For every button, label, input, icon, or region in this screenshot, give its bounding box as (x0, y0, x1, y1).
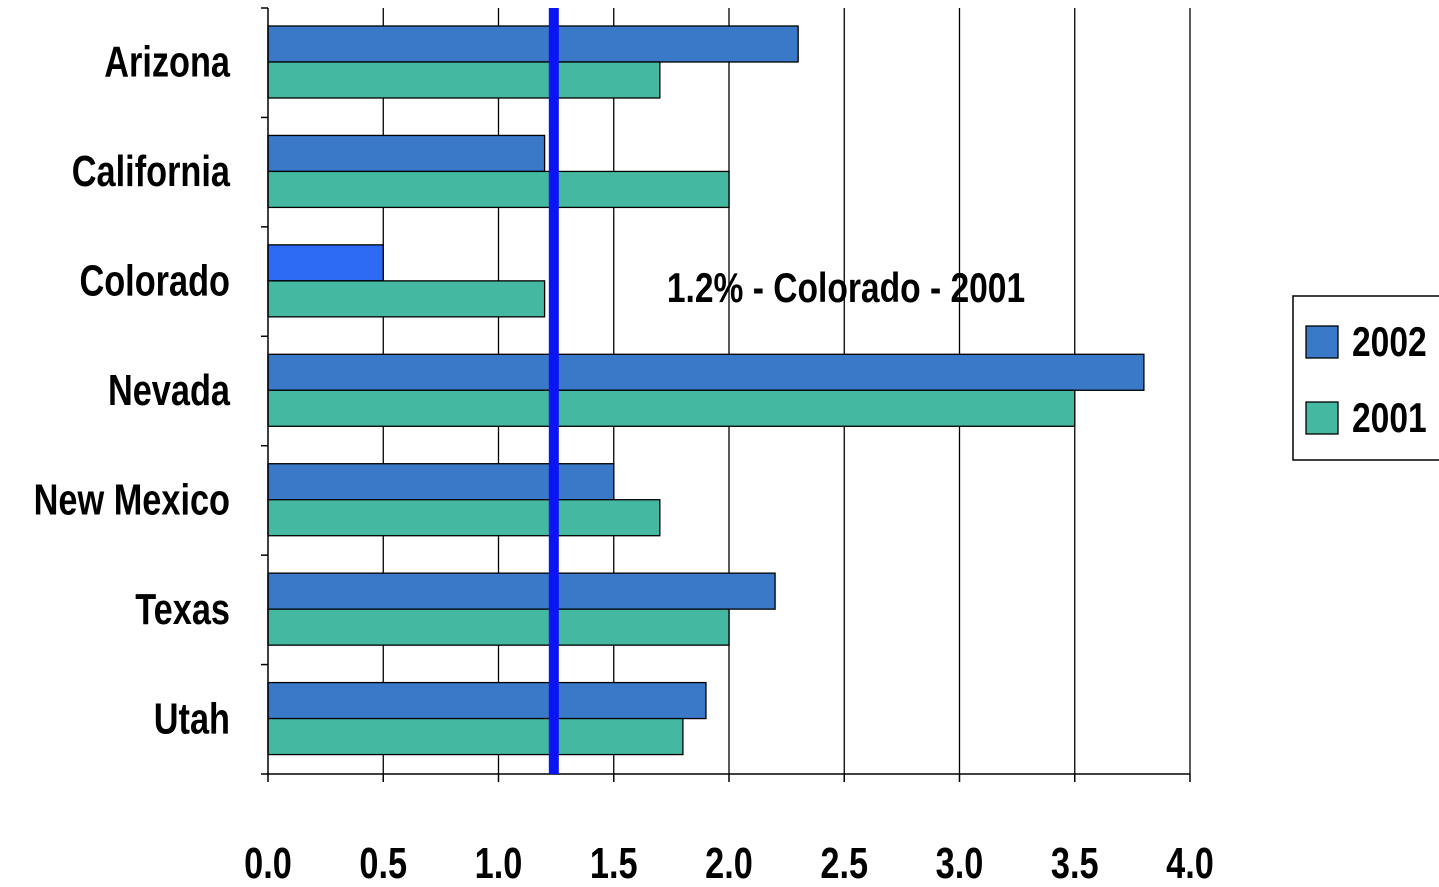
legend-label-2002: 2002 (1352, 320, 1427, 366)
axes (261, 7, 1191, 782)
category-label: Texas (135, 585, 230, 634)
bar-nevada-2001 (267, 389, 1076, 427)
bar-utah-2002 (267, 681, 707, 720)
legend-swatch-2001 (1305, 401, 1339, 435)
bar-california-2001 (267, 170, 730, 209)
bar-new-mexico-2001 (267, 499, 661, 537)
x-tick-labels: 0.0 0.5 1.0 1.5 2.0 2.5 3.0 3.5 4.0 (244, 839, 1214, 887)
bar-arizona-2001 (267, 61, 661, 99)
bar-texas-2002 (267, 572, 776, 610)
category-labels: Arizona California Colorado Nevada New Mexic… (34, 38, 231, 744)
category-label: New Mexico (34, 475, 230, 524)
category-label: Utah (154, 694, 230, 743)
x-tick-label: 2.5 (820, 839, 868, 887)
bar-arizona-2002 (267, 25, 799, 63)
legend-swatch-2002 (1305, 325, 1339, 359)
category-label: Nevada (108, 366, 231, 415)
annotation-label: 1.2% - Colorado - 2001 (667, 266, 1025, 312)
x-tick-label: 3.0 (936, 839, 984, 887)
x-tick-label: 1.5 (590, 839, 638, 887)
x-tick-label: 1.0 (475, 839, 523, 887)
bars (267, 25, 1145, 756)
legend: 2002 2001 (1292, 295, 1439, 461)
bar-new-mexico-2002 (267, 463, 615, 501)
bar-colorado-2001 (267, 280, 546, 318)
legend-label-2001: 2001 (1352, 396, 1427, 442)
bar-colorado-2002 (267, 244, 384, 282)
category-label: Arizona (104, 38, 231, 87)
x-tick-label: 0.5 (359, 839, 407, 887)
category-label: Colorado (79, 257, 230, 306)
x-tick-label: 2.0 (705, 839, 753, 887)
category-label: California (72, 147, 231, 196)
bar-utah-2001 (267, 717, 684, 756)
x-tick-label: 3.5 (1051, 839, 1099, 887)
bar-california-2002 (267, 134, 546, 173)
x-tick-label: 0.0 (244, 839, 292, 887)
bar-texas-2001 (267, 608, 730, 646)
bar-nevada-2002 (267, 353, 1145, 391)
x-tick-label: 4.0 (1166, 839, 1214, 887)
